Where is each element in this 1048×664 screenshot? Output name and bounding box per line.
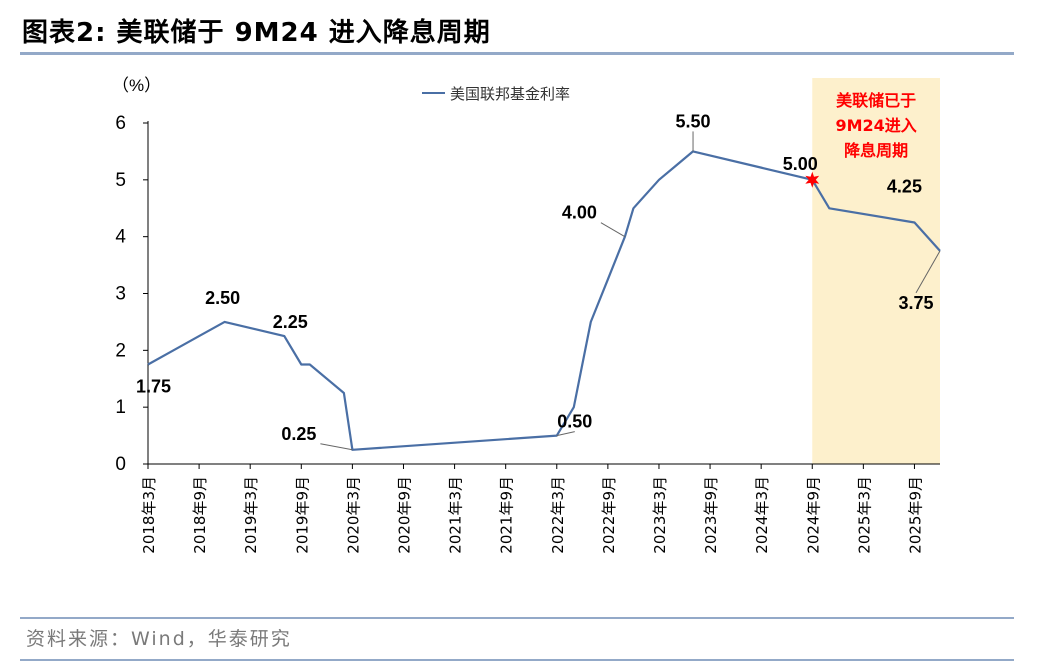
x-tick-label: 2023年3月: [651, 476, 669, 554]
x-tick-label: 2020年9月: [395, 476, 413, 554]
data-label: 5.00: [783, 154, 818, 174]
x-tick-label: 2021年9月: [498, 476, 516, 554]
footer-bottom-rule: [20, 659, 1014, 661]
data-label: 0.50: [557, 412, 592, 432]
data-label-leader: [600, 222, 626, 238]
data-label-leader: [556, 431, 575, 437]
x-tick-label: 2022年9月: [600, 476, 618, 554]
x-tick-label: 2018年3月: [140, 476, 158, 554]
data-label: 4.25: [887, 176, 922, 196]
source-note: 资料来源：Wind，华泰研究: [26, 628, 292, 650]
annotation-text: 美联储已于: [836, 91, 916, 110]
y-tick-label: 0: [115, 454, 126, 475]
x-tick-label: 2018年9月: [191, 476, 209, 554]
figure-title: 图表2: 美联储于 9M24 进入降息周期: [22, 18, 491, 48]
data-label: 2.25: [273, 312, 308, 332]
title-rule: [20, 52, 1014, 55]
data-label: 1.75: [136, 377, 171, 397]
annotation-text: 降息周期: [844, 141, 908, 160]
x-tick-label: 2019年9月: [293, 476, 311, 554]
footer-rule: [20, 617, 1014, 619]
x-tick-label: 2024年9月: [804, 476, 822, 554]
x-tick-label: 2025年9月: [906, 476, 924, 554]
annotation-text: 9M24进入: [835, 116, 916, 135]
y-tick-label: 4: [115, 227, 126, 248]
x-tick-label: 2022年3月: [549, 476, 567, 554]
cut-start-star-marker: [805, 171, 820, 188]
x-tick-label: 2021年3月: [447, 476, 465, 554]
shaded-cut-region: [812, 78, 940, 464]
x-tick-label: 2024年3月: [753, 476, 771, 554]
x-tick-label: 2025年3月: [855, 476, 873, 554]
y-tick-label: 5: [115, 170, 126, 191]
y-unit-label: （%）: [112, 76, 161, 95]
data-label: 3.75: [898, 293, 933, 313]
legend-label: 美国联邦基金利率: [450, 85, 570, 103]
x-tick-label: 2023年9月: [702, 476, 720, 554]
data-label-leader: [915, 250, 941, 294]
x-tick-label: 2020年3月: [344, 476, 362, 554]
y-tick-label: 6: [115, 113, 126, 134]
y-tick-label: 3: [115, 284, 126, 305]
y-tick-label: 1: [115, 397, 126, 418]
data-label: 4.00: [562, 203, 597, 223]
series-fed-funds-rate-line: [147, 150, 941, 451]
data-label: 5.50: [676, 111, 711, 131]
data-label: 2.50: [205, 288, 240, 308]
x-tick-label: 2019年3月: [242, 476, 260, 554]
data-label-leader: [320, 443, 353, 451]
y-tick-label: 2: [115, 340, 126, 361]
data-label: 0.25: [281, 424, 316, 444]
